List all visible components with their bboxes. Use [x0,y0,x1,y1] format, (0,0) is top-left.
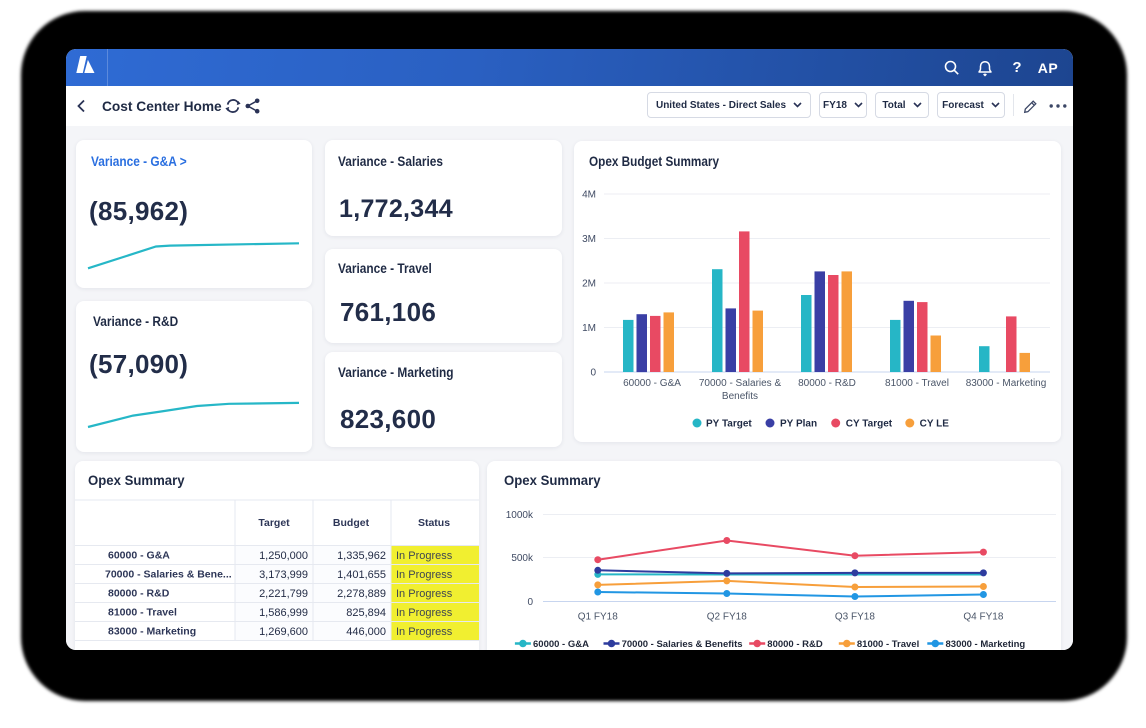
svg-text:0: 0 [590,368,596,379]
svg-text:In Progress: In Progress [396,550,453,562]
svg-text:1,401,655: 1,401,655 [337,569,386,581]
svg-text:3M: 3M [582,234,596,245]
svg-text:1,269,600: 1,269,600 [259,626,308,638]
svg-text:1M: 1M [582,323,596,334]
svg-text:70000 - Salaries & Benefits: 70000 - Salaries & Benefits [622,639,743,650]
svg-text:Target: Target [258,517,290,529]
svg-text:60000 - G&A: 60000 - G&A [533,639,589,650]
svg-text:83000 - Marketing: 83000 - Marketing [966,378,1047,389]
svg-text:In Progress: In Progress [396,588,453,600]
svg-text:Benefits: Benefits [722,391,758,402]
svg-text:Q1 FY18: Q1 FY18 [578,612,618,623]
svg-text:4M: 4M [582,190,596,201]
svg-text:60000 - G&A: 60000 - G&A [623,378,681,389]
svg-text:Q2 FY18: Q2 FY18 [707,612,747,623]
svg-text:825,894: 825,894 [346,607,386,619]
svg-text:60000 - G&A: 60000 - G&A [108,550,170,562]
svg-text:81000 - Travel: 81000 - Travel [885,378,949,389]
svg-text:80000 - R&D: 80000 - R&D [108,588,170,600]
svg-text:81000 - Travel: 81000 - Travel [857,639,919,650]
svg-text:3,173,999: 3,173,999 [259,569,308,581]
svg-text:83000 - Marketing: 83000 - Marketing [108,626,196,638]
svg-text:PY Target: PY Target [706,419,752,430]
svg-text:2,221,799: 2,221,799 [259,588,308,600]
svg-text:CY Target: CY Target [846,419,893,430]
svg-text:81000 - Travel: 81000 - Travel [108,607,177,619]
svg-text:In Progress: In Progress [396,626,453,638]
svg-text:Q4 FY18: Q4 FY18 [963,612,1003,623]
svg-text:1,250,000: 1,250,000 [259,550,308,562]
svg-text:Q3 FY18: Q3 FY18 [835,612,875,623]
svg-text:Status: Status [418,517,450,529]
svg-text:70000 - Salaries &: 70000 - Salaries & [699,378,782,389]
svg-text:1000k: 1000k [506,510,534,521]
svg-text:0: 0 [527,597,533,608]
svg-text:83000 - Marketing: 83000 - Marketing [946,639,1026,650]
svg-text:70000 - Salaries & Bene...: 70000 - Salaries & Bene... [105,569,232,581]
svg-text:In Progress: In Progress [396,569,453,581]
svg-text:80000 - R&D: 80000 - R&D [798,378,856,389]
svg-text:CY LE: CY LE [920,419,950,430]
svg-text:2M: 2M [582,279,596,290]
svg-text:1,586,999: 1,586,999 [259,607,308,619]
svg-text:80000 - R&D: 80000 - R&D [767,639,823,650]
svg-text:1,335,962: 1,335,962 [337,550,386,562]
svg-text:PY Plan: PY Plan [780,419,817,430]
svg-text:500k: 500k [511,553,534,564]
svg-text:2,278,889: 2,278,889 [337,588,386,600]
svg-text:In Progress: In Progress [396,607,453,619]
svg-text:Budget: Budget [333,517,370,529]
svg-text:446,000: 446,000 [346,626,386,638]
